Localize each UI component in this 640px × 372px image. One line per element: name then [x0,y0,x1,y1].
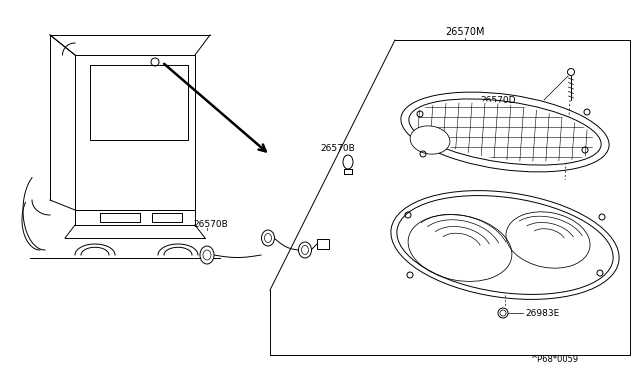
Ellipse shape [301,246,308,254]
Ellipse shape [391,190,619,299]
Ellipse shape [409,99,601,165]
Text: 26570D: 26570D [480,96,515,105]
Ellipse shape [411,101,599,163]
Text: 26570B: 26570B [320,144,355,153]
FancyBboxPatch shape [317,239,329,249]
Ellipse shape [410,126,450,154]
Ellipse shape [401,92,609,172]
Ellipse shape [200,246,214,264]
Text: 26570M: 26570M [445,27,484,37]
Ellipse shape [262,230,275,246]
Ellipse shape [343,155,353,169]
Ellipse shape [203,250,211,260]
Text: 26983E: 26983E [525,308,559,317]
Text: ^P68*0059: ^P68*0059 [530,356,578,365]
Ellipse shape [264,234,271,243]
Ellipse shape [298,242,312,258]
Ellipse shape [397,196,613,294]
Text: 26570B: 26570B [193,219,228,228]
